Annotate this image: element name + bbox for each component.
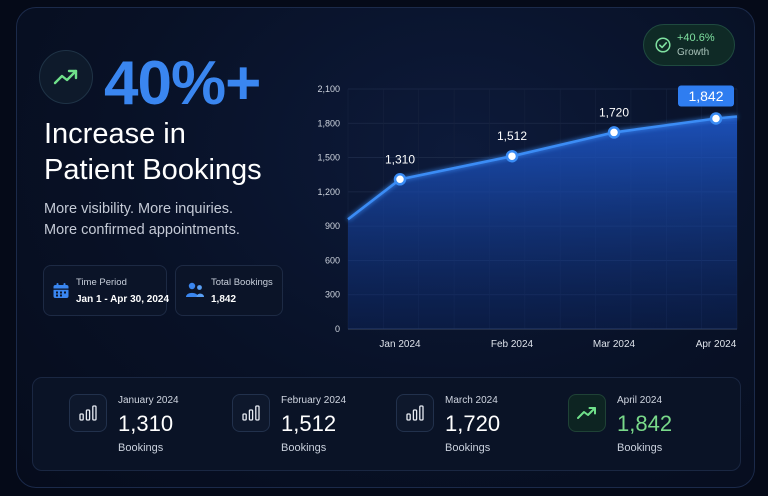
- stat-value: 1,310: [118, 411, 174, 436]
- stat-value: 1,512: [281, 411, 337, 436]
- y-tick-label: 1,500: [317, 153, 340, 163]
- chart-area-fill: [348, 116, 737, 329]
- data-point: [505, 149, 519, 163]
- time-period-label: Time Period: [76, 277, 127, 288]
- data-point: [709, 112, 723, 125]
- headline-line-1: Increase in: [44, 118, 186, 150]
- stat-value: 1,842: [617, 411, 673, 436]
- growth-value: +40.6%: [677, 32, 715, 44]
- data-label: 1,720: [599, 105, 629, 119]
- stat-month: March 2024: [445, 395, 498, 406]
- bookings-chart: 0 300 600 900 1,200 1,500 1,800 2,100 1,310 1,51…: [317, 84, 738, 350]
- stat-icon-box: [568, 394, 606, 432]
- growth-label: Growth: [677, 47, 710, 58]
- bar-chart-icon: [406, 405, 424, 421]
- page-title: Increase in Patient Bookings: [44, 116, 262, 188]
- x-tick-label: Feb 2024: [491, 339, 534, 350]
- headline-value: 40%+: [104, 49, 261, 118]
- trending-up-icon: [53, 69, 78, 85]
- time-period-box: Time Period Jan 1 - Apr 30, 2024: [43, 265, 170, 316]
- stat-month: February 2024: [281, 395, 347, 406]
- y-tick-label: 600: [325, 255, 340, 265]
- data-label: 1,310: [385, 152, 415, 166]
- bar-chart-icon: [79, 405, 97, 421]
- stat-unit: Bookings: [617, 442, 663, 454]
- data-point: [393, 173, 407, 186]
- stat-unit: Bookings: [281, 442, 327, 454]
- headline-line-2: Patient Bookings: [44, 154, 262, 186]
- stat-icon-box: [69, 394, 107, 432]
- time-period-value: Jan 1 - Apr 30, 2024: [76, 294, 170, 305]
- stat-value: 1,720: [445, 411, 501, 436]
- subtitle-line-1: More visibility. More inquiries.: [44, 201, 234, 217]
- subtitle: More visibility. More inquiries. More co…: [44, 199, 240, 241]
- y-tick-label: 0: [335, 324, 340, 334]
- stat-icon-box: [232, 394, 270, 432]
- growth-badge: +40.6% Growth: [643, 24, 735, 66]
- x-tick-label: Apr 2024: [696, 339, 737, 350]
- y-tick-label: 900: [325, 221, 340, 231]
- x-tick-label: Jan 2024: [379, 339, 421, 350]
- trending-up-icon: [577, 407, 596, 419]
- y-tick-label: 1,800: [317, 118, 340, 128]
- y-tick-label: 2,100: [317, 84, 340, 94]
- data-label: 1,842: [688, 88, 723, 104]
- y-tick-label: 300: [325, 290, 340, 300]
- stat-month: April 2024: [617, 395, 663, 406]
- total-bookings-box: Total Bookings 1,842: [175, 265, 283, 316]
- stat-month: January 2024: [118, 395, 179, 406]
- x-tick-label: Mar 2024: [593, 339, 636, 350]
- total-bookings-label: Total Bookings: [211, 277, 273, 288]
- bar-chart-icon: [242, 405, 260, 421]
- trend-badge: [39, 50, 93, 104]
- stat-unit: Bookings: [445, 442, 491, 454]
- users-icon: [186, 282, 204, 297]
- monthly-stats-panel: January 2024 1,310 Bookings February 202…: [32, 377, 741, 471]
- data-label: 1,512: [497, 129, 527, 143]
- check-circle-icon: [655, 37, 671, 53]
- subtitle-line-2: More confirmed appointments.: [44, 222, 240, 238]
- stat-icon-box: [396, 394, 434, 432]
- calendar-icon: [53, 283, 69, 298]
- data-point: [607, 126, 621, 139]
- total-bookings-value: 1,842: [211, 294, 237, 305]
- y-tick-label: 1,200: [317, 187, 340, 197]
- highlight-label-box: [678, 85, 734, 107]
- stat-unit: Bookings: [118, 442, 164, 454]
